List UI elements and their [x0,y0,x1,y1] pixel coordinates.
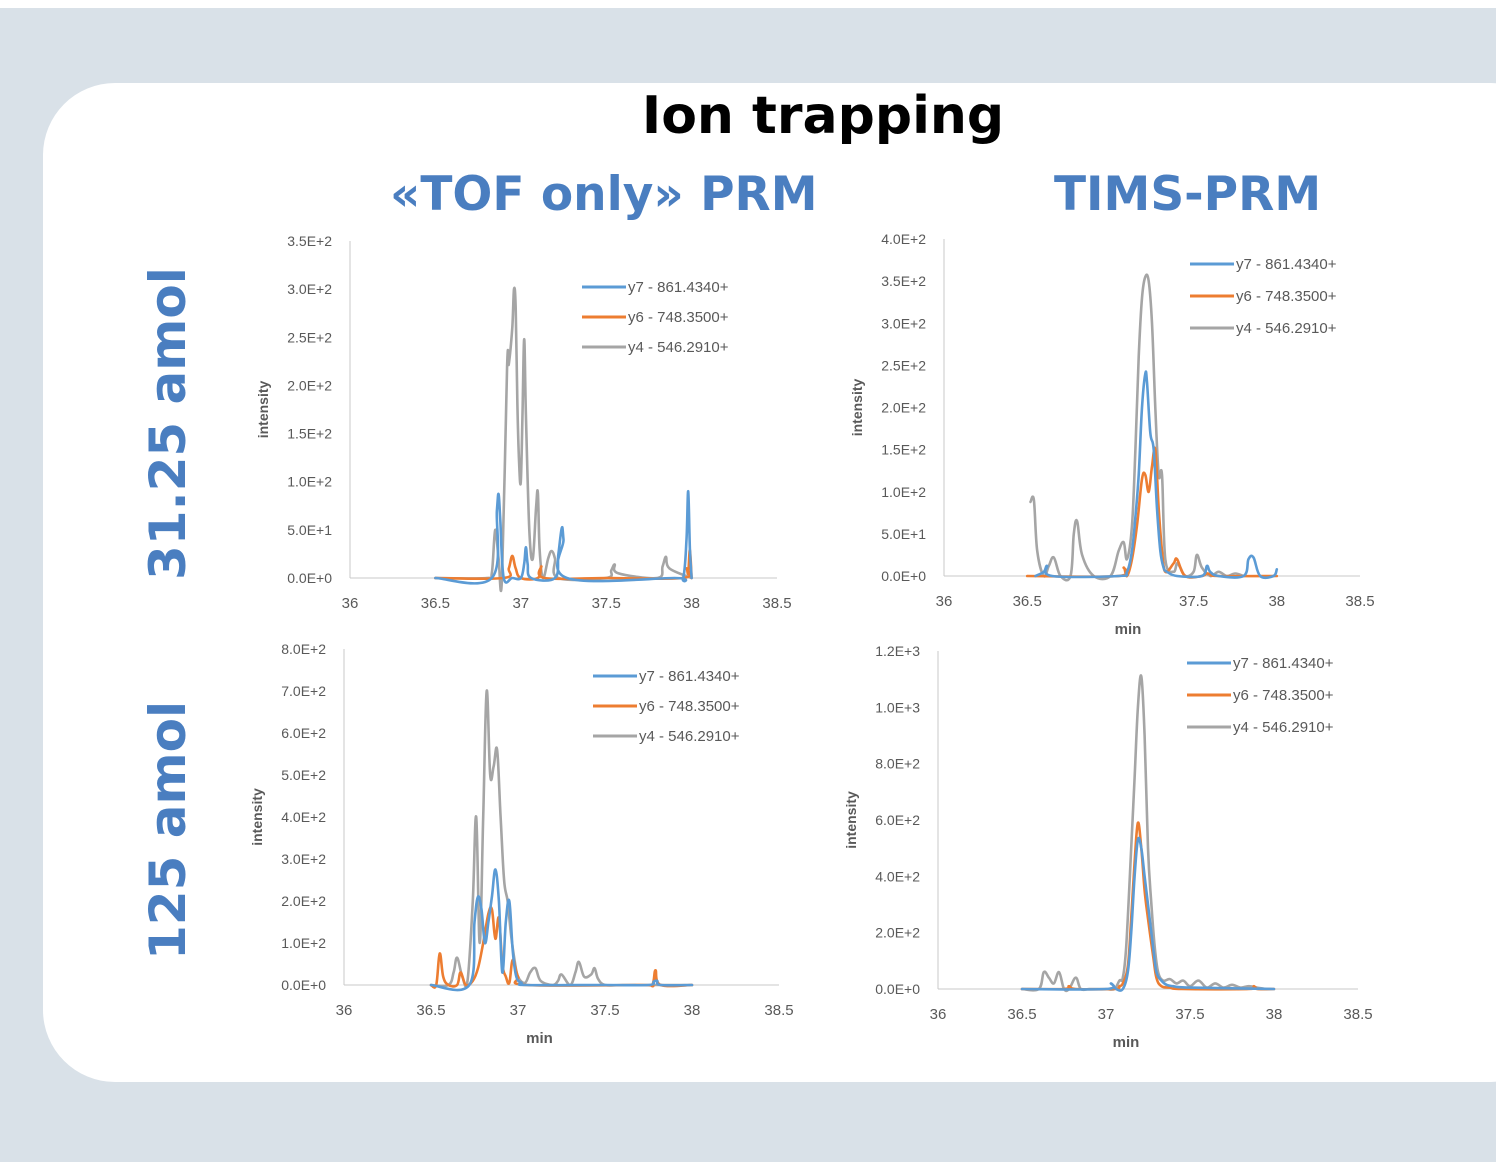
y-tick-label: 1.0E+3 [875,699,920,715]
series-line [434,548,693,581]
x-tick-label: 36 [930,1006,947,1023]
x-tick-label: 38.5 [764,1002,793,1019]
y-axis-label: intensity [849,379,865,437]
x-tick-label: 36.5 [416,1002,445,1019]
y-tick-label: 4.0E+2 [875,868,920,884]
legend-label: y6 - 748.3500+ [1233,687,1334,704]
x-tick-label: 38 [1266,1006,1283,1023]
y-tick-label: 5.0E+1 [881,526,926,542]
y-tick-label: 1.5E+2 [287,426,332,442]
legend-label: y4 - 546.2910+ [628,339,729,356]
x-tick-label: 37.5 [1179,593,1208,610]
row-header-31-25-amol: 31.25 amol [139,267,197,580]
x-tick-label: 38 [1268,593,1285,610]
y-tick-label: 3.5E+2 [287,233,332,249]
legend-label: y7 - 861.4340+ [639,668,740,685]
x-tick-label: 36 [936,593,953,610]
chart-tims-prm-31-amol: 0.0E+0 5.0E+1 1.0E+2 1.5E+2 2.0E+2 2.5E+2 3.0E… [849,231,1375,638]
y-tick-label: 4.0E+2 [281,809,326,825]
x-tick-label: 38.5 [1343,1006,1372,1023]
y-tick-label: 1.0E+2 [281,935,326,951]
chart-tims-prm-125-amol: 0.0E+0 2.0E+2 4.0E+2 6.0E+2 8.0E+2 1.0E+3 1.2E… [843,643,1373,1051]
series-line [1020,836,1276,992]
row-header-125-amol: 125 amol [139,700,197,960]
x-tick-label: 37 [1102,593,1119,610]
x-tick-label: 36.5 [1007,1006,1036,1023]
y-tick-label: 1.0E+2 [287,474,332,490]
x-tick-label: 37.5 [590,1002,619,1019]
y-tick-label: 1.0E+2 [881,484,926,500]
y-tick-label: 3.5E+2 [881,273,926,289]
column-header-tof-only: «TOF only» PRM [390,167,818,222]
y-tick-label: 0.0E+0 [875,981,920,997]
legend-label: y4 - 546.2910+ [1236,320,1337,337]
x-axis-label: min [1113,1034,1140,1051]
x-tick-label: 37 [510,1002,527,1019]
y-tick-label: 0.0E+0 [287,570,332,586]
y-tick-label: 8.0E+2 [875,756,920,772]
legend-label: y4 - 546.2910+ [1233,719,1334,736]
x-tick-label: 36.5 [421,595,450,612]
y-tick-label: 0.0E+0 [881,568,926,584]
legend-label: y7 - 861.4340+ [1236,256,1337,273]
y-tick-label: 2.0E+2 [875,925,920,941]
series-line [1025,446,1279,579]
x-tick-label: 37 [1098,1006,1115,1023]
chart-tof-only-31-amol: 0.0E+0 5.0E+1 1.0E+2 1.5E+2 2.0E+2 2.5E+2 3.0E… [255,233,792,612]
series-line [1020,674,1267,993]
legend-label: y6 - 748.3500+ [1236,288,1337,305]
y-tick-label: 3.0E+2 [287,281,332,297]
series-line [434,489,693,585]
x-tick-label: 38.5 [1345,593,1374,610]
series-line [429,868,694,992]
x-tick-label: 38.5 [762,595,791,612]
y-tick-label: 6.0E+2 [281,725,326,741]
chart-tof-only-125-amol: 0.0E+0 1.0E+2 2.0E+2 3.0E+2 4.0E+2 5.0E+2 6.0E… [249,641,794,1047]
y-tick-label: 3.0E+2 [881,315,926,331]
y-tick-label: 1.2E+3 [875,643,920,659]
slide-title: Ion trapping [641,86,1005,146]
y-tick-label: 8.0E+2 [281,641,326,657]
y-axis-label: intensity [249,788,265,846]
y-tick-label: 2.0E+2 [281,893,326,909]
x-axis-label: min [1115,621,1142,638]
x-tick-label: 37.5 [592,595,621,612]
legend-label: y4 - 546.2910+ [639,728,740,745]
x-tick-label: 36 [342,595,359,612]
y-tick-label: 2.5E+2 [287,329,332,345]
series-line [434,286,693,593]
slide-card [43,83,1496,1082]
top-band [0,0,1496,8]
series-line [1029,273,1245,582]
series-line [1034,370,1279,580]
legend-label: y6 - 748.3500+ [628,309,729,326]
legend-label: y6 - 748.3500+ [639,698,740,715]
legend-label: y7 - 861.4340+ [628,279,729,296]
y-tick-label: 2.0E+2 [881,400,926,416]
x-tick-label: 38 [684,1002,701,1019]
x-tick-label: 36.5 [1013,593,1042,610]
y-axis-label: intensity [255,381,271,439]
y-axis-label: intensity [843,791,859,849]
legend-label: y7 - 861.4340+ [1233,655,1334,672]
y-tick-label: 5.0E+1 [287,522,332,538]
x-tick-label: 36 [336,1002,353,1019]
x-axis-label: min [526,1030,553,1047]
y-tick-label: 4.0E+2 [881,231,926,247]
column-header-tims-prm: TIMS-PRM [1054,167,1322,222]
y-tick-label: 1.5E+2 [881,442,926,458]
y-tick-label: 2.5E+2 [881,357,926,373]
y-tick-label: 3.0E+2 [281,851,326,867]
x-tick-label: 37.5 [1175,1006,1204,1023]
x-tick-label: 37 [512,595,529,612]
y-tick-label: 6.0E+2 [875,812,920,828]
y-tick-label: 0.0E+0 [281,977,326,993]
y-tick-label: 7.0E+2 [281,683,326,699]
y-tick-label: 2.0E+2 [287,377,332,393]
y-tick-label: 5.0E+2 [281,767,326,783]
x-tick-label: 38 [683,595,700,612]
